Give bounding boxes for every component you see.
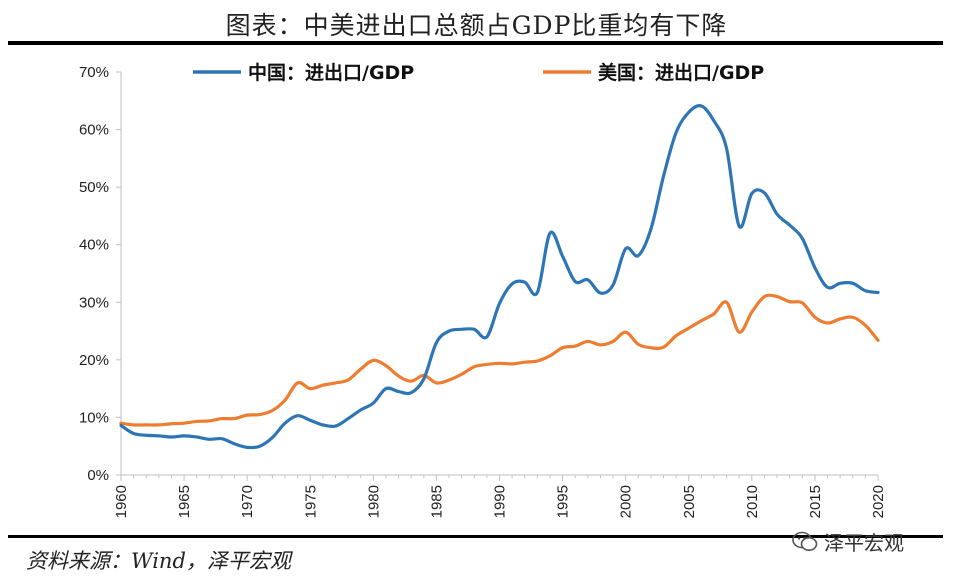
bottom-rule — [8, 535, 943, 538]
chart-axes — [120, 72, 878, 476]
x-axis-ticks: 1960 1965 1970 1975 1980 1985 1990 1995 2000 2005… — [113, 475, 887, 518]
usa-series-line — [119, 293, 880, 427]
top-rule — [8, 41, 943, 45]
x-tick-label: 1990 — [492, 485, 509, 518]
x-tick-label: 1960 — [113, 485, 130, 518]
x-tick-label: 1975 — [302, 485, 319, 518]
usa-legend-label: 美国：进出口/GDP — [598, 61, 764, 84]
y-tick-label: 20% — [79, 352, 109, 369]
legend: 中国：进出口/GDP 美国：进出口/GDP — [193, 61, 764, 84]
x-tick-label: 2010 — [744, 485, 761, 518]
watermark-text: 泽平宏观 — [824, 531, 904, 555]
y-tick-label: 10% — [79, 409, 109, 426]
watermark: 泽平宏观 — [792, 527, 904, 556]
y-tick-label: 0% — [87, 467, 109, 484]
x-tick-label: 1995 — [555, 485, 572, 518]
x-tick-label: 1965 — [176, 485, 193, 518]
x-tick-label: 2020 — [870, 485, 887, 518]
y-tick-label: 50% — [79, 179, 109, 196]
source-note: 资料来源：Wind，泽平宏观 — [26, 549, 291, 573]
x-tick-label: 2015 — [807, 485, 824, 518]
y-axis-ticks: 0% 10% 20% 30% 40% 50% 60% 70% — [79, 64, 121, 484]
series-lines — [119, 104, 880, 450]
x-tick-label: 2005 — [681, 485, 698, 518]
y-tick-label: 70% — [79, 64, 109, 81]
x-tick-label: 1970 — [239, 485, 256, 518]
chart-title: 图表：中美进出口总额占GDP比重均有下降 — [225, 11, 728, 40]
china-legend-label: 中国：进出口/GDP — [248, 61, 414, 84]
y-tick-label: 30% — [79, 294, 109, 311]
y-tick-label: 60% — [79, 122, 109, 139]
china-series-line — [119, 104, 880, 450]
x-tick-label: 2000 — [618, 485, 635, 518]
y-tick-label: 40% — [79, 237, 109, 254]
x-tick-label: 1985 — [428, 485, 445, 518]
x-tick-label: 1980 — [365, 485, 382, 518]
wechat-icon — [792, 531, 818, 551]
